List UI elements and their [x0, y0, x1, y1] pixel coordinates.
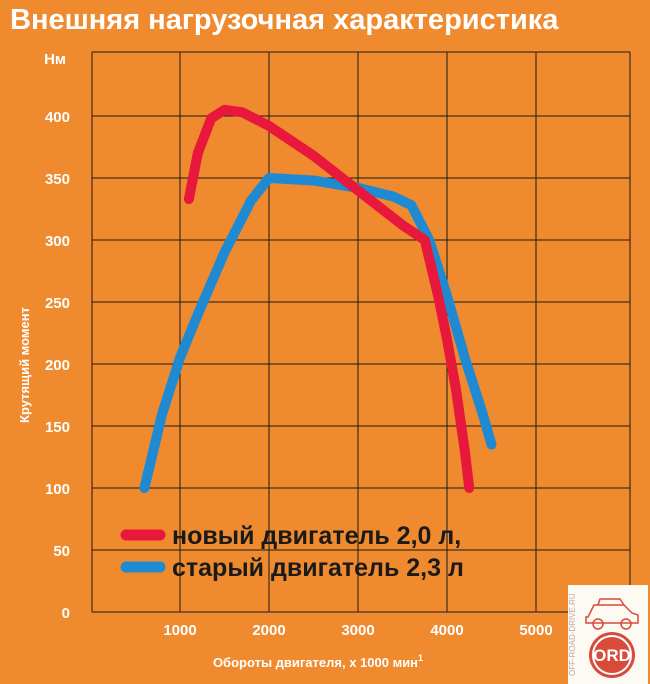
y-tick-label-250: 250: [45, 295, 70, 312]
x-tick-label-3000: 3000: [341, 622, 374, 639]
y-tick-label-100: 100: [45, 481, 70, 498]
y-tick-label-300: 300: [45, 233, 70, 250]
x-axis-label-superscript: 1: [418, 653, 423, 663]
x-tick-label-4000: 4000: [430, 622, 463, 639]
y-tick-label-150: 150: [45, 419, 70, 436]
logo-badge: [589, 632, 635, 678]
y-tick-label-400: 400: [45, 109, 70, 126]
x-tick-label-5000: 5000: [519, 622, 552, 639]
chart-legend: новый двигатель 2,0 л, старый двигатель 2…: [120, 522, 464, 582]
plot-area: [92, 52, 630, 612]
logo-text: ORD: [593, 646, 631, 665]
logo-ring: [592, 635, 632, 675]
car-icon: [585, 598, 639, 630]
x-axis-label-text: Обороты двигателя, х 1000 мин: [213, 655, 418, 670]
site-watermark: OFF-ROAD-DRIVE.RU ORD: [568, 585, 648, 684]
x-tick-label-2000: 2000: [252, 622, 285, 639]
y-tick-label-350: 350: [45, 171, 70, 188]
x-axis-label: Обороты двигателя, х 1000 мин1: [213, 653, 423, 670]
tick-labels: 0 50 100 150 200 250 300 350 400 1000 2000 3000 4000…: [45, 109, 553, 639]
legend-label-2: старый двигатель 2,3 л: [172, 554, 464, 582]
y-tick-label-50: 50: [53, 543, 70, 560]
y-tick-label-200: 200: [45, 357, 70, 374]
legend-label-1: новый двигатель 2,0 л,: [172, 522, 461, 550]
series-layer: [139, 104, 497, 493]
watermark-site-text: OFF-ROAD-DRIVE.RU: [568, 593, 577, 676]
y-tick-label-0: 0: [62, 605, 70, 622]
y-axis-label: Крутящий момент: [17, 307, 32, 423]
y-unit-label: Нм: [44, 51, 66, 68]
chart-grid: [91, 51, 631, 613]
chart-title: Внешняя нагрузочная характеристика: [10, 4, 559, 36]
x-tick-label-1000: 1000: [163, 622, 196, 639]
ord-logo: ORD: [585, 598, 639, 678]
series-line-2: [139, 173, 497, 493]
series-line-1: [183, 104, 475, 493]
